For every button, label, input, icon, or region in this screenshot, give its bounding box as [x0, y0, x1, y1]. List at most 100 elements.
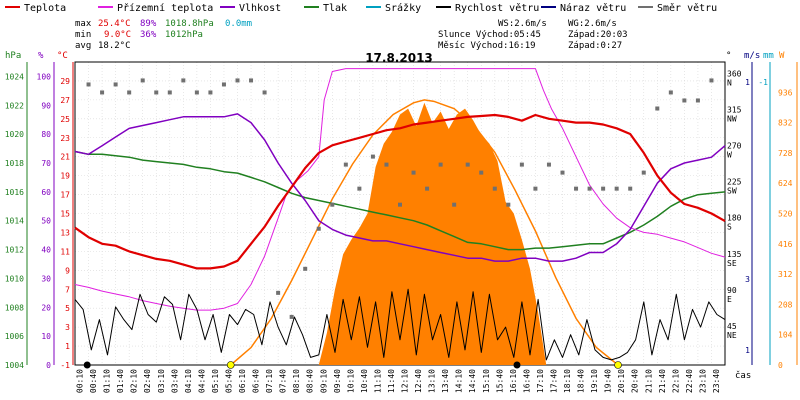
legend-item-wind-gust: Náraz větru — [541, 2, 626, 14]
tick-label-celsius: 7 — [65, 285, 70, 294]
tick-label-percent: 50 — [41, 217, 51, 226]
stat-min-hum: 36% — [140, 30, 157, 40]
legend-item-pressure: Tlak — [304, 3, 347, 14]
info-moonset: Západ:0:27 — [568, 41, 622, 51]
x-tick-label: 01:40 — [116, 369, 125, 393]
tick-label-direction: 225 — [727, 178, 742, 187]
tick-label-percent: 40 — [41, 246, 51, 255]
x-tick-label: 05:10 — [211, 369, 220, 393]
legend: Teplota Přízemní teplota Vlhkost Tlak Sr… — [5, 2, 717, 14]
x-tick-label: 00:10 — [76, 369, 85, 393]
wind-direction-point — [140, 78, 145, 83]
x-tick-label: 05:40 — [224, 369, 233, 393]
tick-label-hpa: 1020 — [5, 130, 24, 139]
tick-label-percent: 90 — [41, 101, 51, 110]
x-tick-label: 00:40 — [89, 369, 98, 393]
tick-label-celsius: 1 — [65, 342, 70, 351]
tick-label-celsius: 17 — [60, 191, 70, 200]
legend-item-wind-speed: Rychlost větru — [436, 2, 539, 14]
stat-min-label: min — [75, 30, 91, 40]
stat-max-label: max — [75, 19, 92, 29]
tick-label-celsius: 9 — [65, 266, 70, 275]
wind-direction-point — [262, 90, 267, 95]
legend-label: Tlak — [323, 3, 347, 14]
x-tick-label: 16:40 — [522, 369, 531, 393]
info-wg: WG:2.6m/s — [568, 19, 617, 29]
stat-min-temp: 9.0°C — [104, 30, 131, 40]
series-humidity — [74, 113, 726, 262]
tick-label-celsius: 13 — [60, 228, 70, 237]
info-moonrise: Měsíc Východ:16:19 — [438, 41, 536, 51]
tick-label-hpa: 1022 — [5, 101, 24, 110]
x-tick-label: 02:40 — [143, 369, 152, 393]
wind-direction-point — [601, 186, 606, 191]
tick-label-ms: 3 — [745, 275, 750, 284]
tick-label-watts: 936 — [778, 88, 793, 97]
tick-label-watts: 520 — [778, 210, 793, 219]
x-tick-label: 15:40 — [495, 369, 504, 393]
x-tick-label: 12:40 — [414, 369, 423, 393]
x-tick-label: 21:40 — [658, 369, 667, 393]
x-tick-label: 06:40 — [252, 369, 261, 393]
sun-marker — [614, 361, 622, 369]
x-axis-title: čas — [735, 370, 751, 381]
axes: 1024102210201018101610141012101010081006… — [5, 62, 798, 393]
x-tick-label: 09:10 — [319, 369, 328, 393]
legend-item-humidity: Vlhkost — [220, 3, 281, 14]
wind-direction-point — [398, 202, 402, 207]
axis-title-mm: mm — [763, 51, 774, 61]
tick-label-watts: 832 — [778, 119, 793, 128]
wind-direction-point — [303, 266, 308, 271]
wind-direction-point — [533, 186, 538, 191]
tick-label-watts: 0 — [778, 361, 783, 370]
stat-max-press: 1018.8hPa — [165, 19, 214, 29]
axis-title-ms: m/s — [744, 51, 760, 61]
tick-label-direction: 135 — [727, 250, 742, 259]
tick-label-direction: 315 — [727, 106, 742, 115]
tick-label-celsius: 15 — [60, 210, 70, 219]
x-tick-label: 11:40 — [387, 369, 396, 393]
wind-direction-point — [546, 162, 551, 167]
tick-label-hpa: 1024 — [5, 72, 24, 81]
wind-direction-point — [330, 202, 335, 207]
wind-direction-point — [479, 170, 484, 175]
legend-label: Teplota — [24, 3, 66, 14]
wind-direction-point — [655, 106, 660, 111]
x-tick-label: 23:10 — [698, 369, 707, 393]
tick-label-hpa: 1004 — [5, 361, 24, 370]
wind-direction-point — [695, 98, 700, 103]
info-block: WS:2.6m/s WG:2.6m/s Slunce Východ:05:45 … — [438, 19, 628, 51]
axis-title-direction: ° — [726, 51, 731, 61]
wind-direction-point — [289, 314, 294, 319]
info-sunset: Západ:20:03 — [568, 30, 628, 40]
x-tick-label: 23:40 — [712, 369, 721, 393]
tick-label-percent: 70 — [41, 159, 51, 168]
tick-label-direction: 180 — [727, 214, 742, 223]
wind-direction-point — [425, 186, 430, 191]
x-tick-label: 08:10 — [292, 369, 301, 393]
tick-label-percent: 30 — [41, 274, 51, 283]
series-temperature — [74, 113, 726, 270]
x-tick-label: 08:40 — [306, 369, 315, 393]
axis-title-celsius: °C — [57, 51, 68, 61]
tick-label-watts: 728 — [778, 149, 793, 158]
tick-label-direction-name: S — [727, 223, 732, 232]
tick-label-direction: 90 — [727, 286, 737, 295]
tick-label-celsius: 29 — [60, 77, 70, 86]
x-tick-label: 17:10 — [536, 369, 545, 393]
wind-direction-point — [574, 186, 579, 191]
wind-direction-point — [86, 82, 91, 87]
stat-min-press: 1012hPa — [165, 30, 203, 40]
x-tick-label: 06:10 — [238, 369, 247, 393]
wind-direction-point — [709, 78, 714, 83]
wind-direction-point — [411, 170, 416, 175]
tick-label-percent: 100 — [37, 72, 52, 81]
wind-direction-point — [221, 82, 226, 87]
wind-direction-point — [127, 90, 132, 95]
x-tick-label: 04:40 — [197, 369, 206, 393]
x-tick-label: 16:10 — [509, 369, 518, 393]
wind-direction-point — [235, 78, 240, 83]
tick-label-celsius: 3 — [65, 323, 70, 332]
x-tick-label: 20:40 — [631, 369, 640, 393]
